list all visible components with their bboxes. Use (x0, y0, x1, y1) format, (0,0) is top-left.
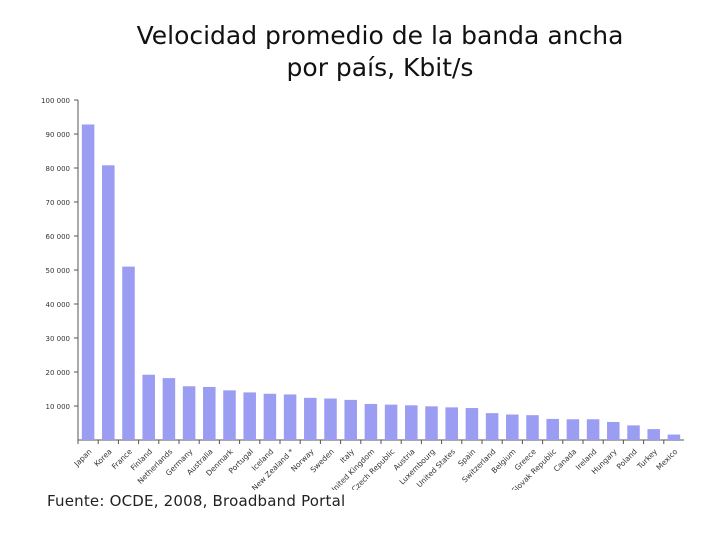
chart-title-line-1: Velocidad promedio de la banda ancha (136, 21, 624, 50)
bar (506, 414, 519, 440)
source-note: Fuente: OCDE, 2008, Broadband Portal (47, 492, 346, 510)
bar (445, 407, 458, 440)
bar (263, 393, 277, 440)
bar (667, 434, 681, 440)
bar (324, 398, 337, 440)
bar (627, 425, 640, 440)
bar (283, 394, 297, 440)
y-tick-label: 20 000 (46, 369, 71, 377)
y-tick-label: 100 000 (41, 97, 70, 105)
bar (223, 390, 236, 440)
x-tick-label: Poland (615, 447, 639, 471)
bar (122, 266, 135, 440)
bar (344, 399, 357, 440)
y-tick-label: 10 000 (46, 403, 71, 411)
bar (81, 124, 95, 440)
y-tick-label: 80 000 (46, 165, 71, 173)
y-tick-label: 70 000 (46, 199, 71, 207)
bar (607, 421, 620, 440)
bar (425, 406, 438, 440)
bar (546, 418, 559, 440)
bar (142, 374, 155, 440)
bar (566, 419, 580, 440)
bar (526, 415, 539, 440)
x-tick-label: Mexico (654, 447, 679, 472)
bar (647, 429, 660, 440)
y-tick-label: 40 000 (46, 301, 71, 309)
bar (586, 419, 600, 440)
y-tick-label: 50 000 (46, 267, 71, 275)
y-tick-label: 30 000 (46, 335, 71, 343)
bar (162, 378, 176, 440)
y-tick-label: 90 000 (46, 131, 71, 139)
bar (102, 165, 115, 440)
bar (465, 408, 479, 440)
x-tick-label: Canada (552, 447, 579, 474)
bar (203, 386, 216, 440)
y-tick-label: 60 000 (46, 233, 71, 241)
bar (485, 413, 499, 440)
x-tick-label: Japan (72, 447, 94, 469)
bar-chart: 10 000 20 000 30 000 40 000 50 000 60 000 70 0… (41, 97, 684, 490)
bar (364, 403, 378, 440)
chart-title-line-2: por país, Kbit/s (286, 53, 474, 82)
bar (243, 392, 256, 440)
bar (304, 397, 317, 440)
bar (405, 405, 418, 440)
bar (182, 386, 196, 440)
bar (384, 404, 398, 440)
chart-title: Velocidad promedio de la banda ancha por… (60, 20, 700, 84)
